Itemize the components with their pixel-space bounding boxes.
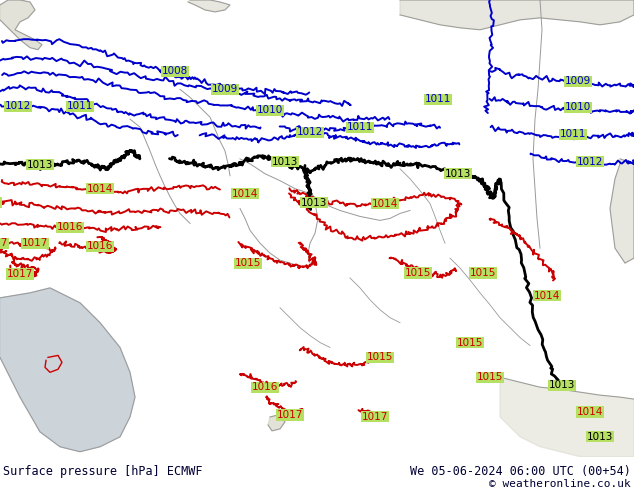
- Text: 1014: 1014: [87, 184, 113, 194]
- Text: 1013: 1013: [549, 380, 575, 390]
- Polygon shape: [0, 288, 135, 452]
- Polygon shape: [500, 377, 634, 457]
- Text: 1017: 1017: [0, 238, 8, 248]
- Polygon shape: [268, 415, 285, 431]
- Text: 1009: 1009: [212, 84, 238, 95]
- Polygon shape: [610, 159, 634, 263]
- Text: 1016: 1016: [57, 222, 83, 232]
- Text: 1014: 1014: [577, 407, 603, 417]
- Text: Surface pressure [hPa] ECMWF: Surface pressure [hPa] ECMWF: [3, 465, 203, 478]
- Text: 1015: 1015: [457, 338, 483, 347]
- Text: 1011: 1011: [347, 122, 373, 132]
- Text: 1016: 1016: [87, 241, 113, 251]
- Text: 1017: 1017: [22, 238, 48, 248]
- Text: 1017: 1017: [362, 412, 388, 422]
- Text: 1013: 1013: [27, 160, 53, 170]
- Text: 1011: 1011: [67, 101, 93, 111]
- Text: 1013: 1013: [445, 169, 471, 179]
- Text: © weatheronline.co.uk: © weatheronline.co.uk: [489, 479, 631, 490]
- Text: 1012: 1012: [5, 101, 31, 111]
- Text: We 05-06-2024 06:00 UTC (00+54): We 05-06-2024 06:00 UTC (00+54): [410, 465, 631, 478]
- Text: 1015: 1015: [367, 352, 393, 363]
- Text: 1011: 1011: [425, 94, 451, 104]
- Text: 1015: 1015: [470, 268, 496, 278]
- Text: 1012: 1012: [577, 157, 603, 167]
- Text: 1013: 1013: [587, 432, 613, 442]
- Text: 1010: 1010: [257, 105, 283, 115]
- Text: 1013: 1013: [272, 157, 298, 167]
- Text: 1015: 1015: [235, 258, 261, 268]
- Text: 1008: 1008: [162, 67, 188, 76]
- Text: 1015: 1015: [477, 372, 503, 382]
- Polygon shape: [0, 0, 42, 49]
- Text: 1011: 1011: [560, 129, 586, 139]
- Text: 1016: 1016: [252, 382, 278, 392]
- Text: 1013: 1013: [301, 197, 327, 208]
- Text: 1017: 1017: [277, 410, 303, 420]
- Text: 1014: 1014: [534, 291, 560, 301]
- Text: 1015: 1015: [0, 197, 1, 208]
- Text: 1017: 1017: [7, 269, 33, 279]
- Text: 1014: 1014: [372, 198, 398, 209]
- Polygon shape: [400, 0, 634, 30]
- Text: 1009: 1009: [565, 76, 591, 86]
- Polygon shape: [188, 0, 230, 12]
- Text: 1012: 1012: [297, 127, 323, 137]
- Text: 1014: 1014: [232, 189, 258, 198]
- Text: 1015: 1015: [405, 268, 431, 278]
- Text: 1010: 1010: [565, 102, 591, 112]
